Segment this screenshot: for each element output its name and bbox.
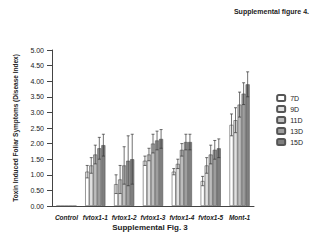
svg-text:1.50: 1.50 xyxy=(30,156,44,163)
svg-text:Supplemental Fig. 3: Supplemental Fig. 3 xyxy=(112,223,188,232)
svg-text:2.00: 2.00 xyxy=(30,140,44,147)
svg-text:3.50: 3.50 xyxy=(30,93,44,100)
svg-text:Control: Control xyxy=(55,214,78,221)
svg-text:fvtox1-2: fvtox1-2 xyxy=(112,214,137,221)
svg-text:fvtox1-4: fvtox1-4 xyxy=(169,214,194,221)
svg-text:fvtox1-1: fvtox1-1 xyxy=(83,214,108,221)
svg-text:Supplemental figure 4.: Supplemental figure 4. xyxy=(234,8,309,16)
svg-text:5.00: 5.00 xyxy=(30,47,44,54)
svg-text:2.50: 2.50 xyxy=(30,125,44,132)
svg-text:13D: 13D xyxy=(290,128,303,135)
svg-text:fvtox1-5: fvtox1-5 xyxy=(198,214,223,221)
svg-text:9D: 9D xyxy=(290,106,299,113)
svg-text:7D: 7D xyxy=(290,95,299,102)
svg-text:Toxin Induced Foliar Symptoms: Toxin Induced Foliar Symptoms (Disease I… xyxy=(12,54,20,202)
svg-text:0.50: 0.50 xyxy=(30,187,44,194)
svg-text:4.00: 4.00 xyxy=(30,78,44,85)
svg-text:1.00: 1.00 xyxy=(30,171,44,178)
svg-text:fvtox1-3: fvtox1-3 xyxy=(141,214,166,221)
svg-text:3.00: 3.00 xyxy=(30,109,44,116)
svg-text:4.50: 4.50 xyxy=(30,62,44,69)
svg-text:15D: 15D xyxy=(290,139,303,146)
svg-text:11D: 11D xyxy=(290,117,302,124)
svg-text:Mont-1: Mont-1 xyxy=(229,214,251,221)
svg-text:0.00: 0.00 xyxy=(30,203,44,210)
